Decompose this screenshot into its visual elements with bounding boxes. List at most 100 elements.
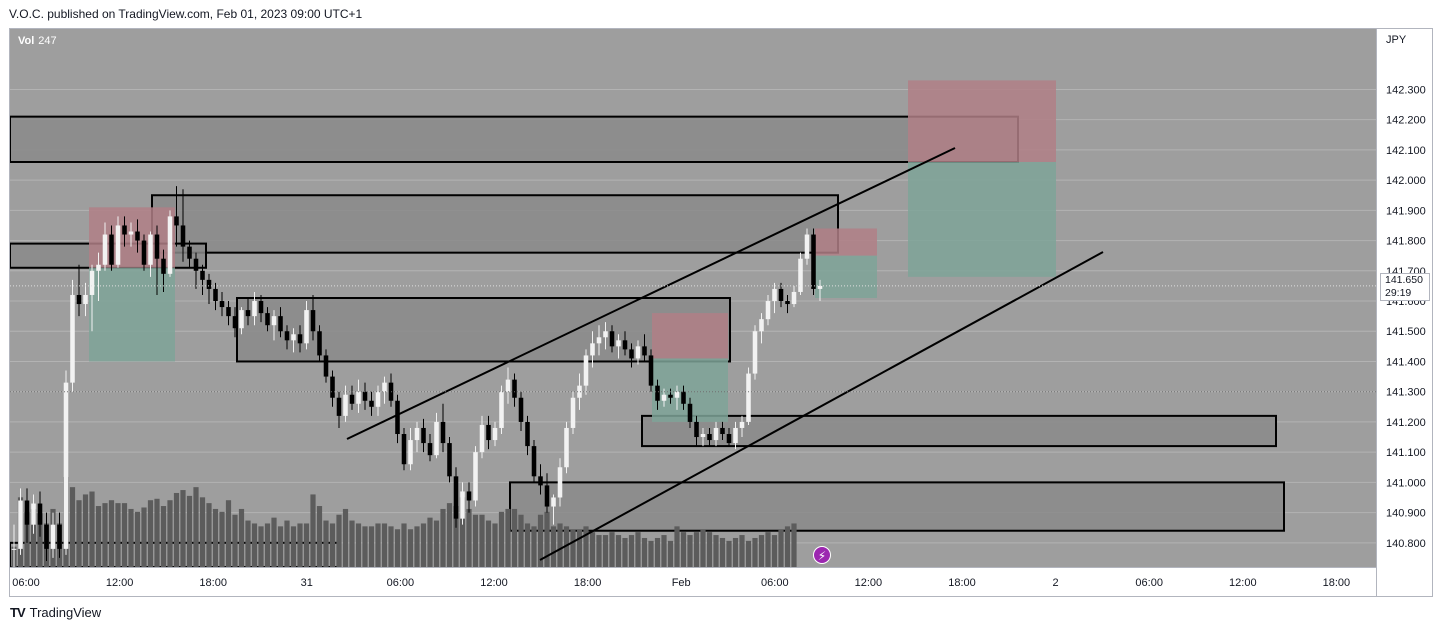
candle-body	[817, 285, 823, 289]
candle-body	[109, 234, 114, 265]
candle-body	[557, 467, 563, 498]
candle-body	[76, 294, 82, 305]
volume-bar	[531, 526, 537, 567]
candle-body	[518, 397, 524, 422]
candle-body	[564, 427, 569, 468]
candle-body	[505, 379, 511, 392]
volume-bar	[784, 526, 791, 567]
candle-body	[200, 270, 205, 280]
candle-body	[239, 310, 244, 329]
volume-bar	[160, 506, 167, 567]
volume-bar	[570, 529, 576, 567]
time-tick-label: 12:00	[855, 577, 883, 589]
volume-bar	[615, 535, 622, 567]
volume-bar	[648, 540, 654, 567]
candle-body	[460, 491, 465, 519]
price-tick-label: 141.100	[1386, 447, 1426, 459]
time-tick-label: 18:00	[574, 577, 602, 589]
volume-bar	[674, 526, 680, 567]
candle-body	[11, 548, 17, 550]
candle-body	[434, 421, 439, 456]
volume-bar	[758, 535, 765, 567]
time-tick-label: 2	[1053, 577, 1059, 589]
volume-bar	[492, 523, 498, 567]
candle-body	[252, 301, 257, 317]
time-axis[interactable]	[10, 568, 1376, 596]
volume-bar	[557, 523, 563, 567]
last-price-tag: 141.650 29:19	[1380, 273, 1430, 301]
volume-bar	[505, 508, 511, 567]
volume-bar	[342, 508, 349, 567]
volume-bar	[602, 535, 609, 567]
volume-bar	[121, 503, 128, 567]
candle-body	[317, 331, 322, 356]
candle-body	[739, 421, 745, 428]
volume-legend-value: 247	[38, 35, 57, 47]
time-tick-label: 12:00	[1229, 577, 1257, 589]
candle-body	[473, 452, 478, 501]
candle-body	[531, 446, 537, 477]
volume-bar	[329, 523, 336, 567]
candle-body	[583, 355, 589, 386]
volume-bar	[778, 529, 784, 567]
time-tick-label: Feb	[672, 577, 691, 589]
volume-bar	[628, 535, 635, 567]
price-tick-label: 142.100	[1386, 145, 1426, 157]
candle-body	[804, 234, 810, 259]
candle-body	[570, 397, 576, 428]
volume-legend: Vol 247	[18, 35, 57, 47]
volume-bar	[466, 508, 472, 567]
time-tick-label: 12:00	[480, 577, 508, 589]
price-tick-label: 141.400	[1386, 356, 1426, 368]
volume-bar	[719, 537, 726, 567]
candle-body	[258, 301, 264, 314]
volume-bar	[726, 540, 732, 567]
volume-bar	[141, 507, 147, 567]
candle-body	[219, 301, 225, 308]
candle-body	[31, 503, 36, 525]
candle-body	[453, 476, 459, 519]
volume-bar	[680, 532, 687, 567]
risk-reward-box	[89, 267, 175, 362]
candle-body	[668, 394, 673, 398]
volume-bar	[95, 506, 102, 567]
volume-bar	[589, 532, 596, 567]
candle-body	[447, 443, 452, 477]
candle-body	[414, 427, 420, 441]
candle-body	[278, 316, 283, 332]
volume-bar	[446, 503, 453, 567]
candle-body	[284, 331, 290, 341]
volume-bar	[635, 532, 641, 567]
lightning-icon[interactable]: ⚡	[813, 546, 831, 564]
candle-body	[297, 334, 303, 344]
volume-bar	[524, 523, 531, 567]
candle-body	[512, 379, 517, 398]
volume-bar	[37, 513, 43, 567]
candle-body	[128, 231, 134, 235]
risk-reward-box	[908, 161, 1056, 277]
candle-body	[525, 421, 530, 447]
trendlines	[10, 147, 1376, 561]
volume-bar	[368, 526, 375, 567]
time-tick-label: 18:00	[1323, 577, 1351, 589]
candle-body	[616, 340, 621, 347]
volume-legend-label: Vol	[18, 35, 35, 47]
candle-body	[642, 346, 647, 356]
candle-body	[655, 385, 660, 401]
volume-bar	[739, 535, 745, 567]
candle-body	[408, 440, 413, 465]
volume-bar	[284, 520, 290, 567]
volume-bar	[693, 532, 700, 567]
candle-body	[687, 403, 693, 422]
volume-bar	[706, 532, 713, 567]
candle-body	[291, 334, 296, 341]
candle-body	[492, 427, 498, 441]
volume-bar	[472, 514, 479, 567]
time-tick-label: 31	[301, 577, 313, 589]
volume-bar	[485, 520, 492, 567]
candle-body	[401, 434, 407, 465]
volume-bar	[212, 508, 219, 567]
volume-bar	[134, 511, 141, 567]
candle-body	[44, 524, 49, 549]
